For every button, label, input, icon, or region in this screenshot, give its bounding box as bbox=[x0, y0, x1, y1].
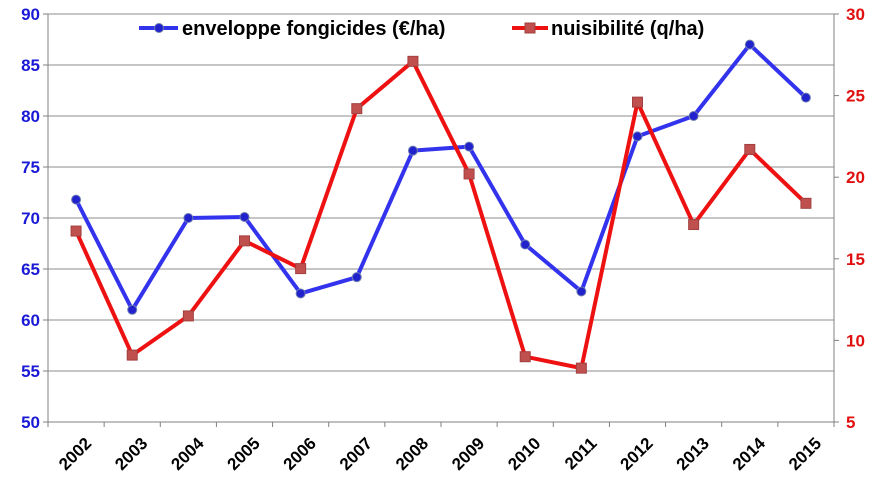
axes bbox=[43, 13, 839, 427]
point-0-2012 bbox=[632, 131, 643, 142]
x-tick-label-2013: 2013 bbox=[673, 434, 713, 474]
x-tick-label-2011: 2011 bbox=[561, 434, 601, 474]
point-1-2011 bbox=[575, 362, 587, 374]
left-tick-label-70: 70 bbox=[21, 209, 40, 228]
right-tick-label-25: 25 bbox=[846, 87, 865, 106]
x-tick-label-2002: 2002 bbox=[55, 434, 95, 474]
series-line-0 bbox=[74, 42, 808, 312]
point-1-2002 bbox=[70, 225, 82, 237]
x-tick-label-2010: 2010 bbox=[504, 434, 544, 474]
right-tick-label-30: 30 bbox=[846, 5, 865, 24]
right-tick-label-10: 10 bbox=[846, 331, 865, 350]
point-1-2008 bbox=[407, 55, 419, 67]
x-tick-label-2009: 2009 bbox=[448, 434, 488, 474]
legend-marker-nuisibilite bbox=[524, 22, 536, 34]
legend-marker-fongicides bbox=[154, 23, 164, 33]
x-axis-tick-labels: 2002 2003 2004 2005 2006 2007 2008 2009 2010 2011… bbox=[55, 433, 825, 474]
point-1-2010 bbox=[519, 351, 531, 363]
point-0-2004 bbox=[183, 213, 194, 223]
left-tick-label-60: 60 bbox=[21, 311, 40, 330]
point-0-2011 bbox=[576, 286, 587, 297]
legend-label-nuisibilite: nuisibilité (q/ha) bbox=[551, 18, 704, 40]
point-0-2015 bbox=[800, 92, 811, 103]
point-1-2007 bbox=[351, 103, 363, 115]
point-0-2008 bbox=[407, 145, 418, 156]
point-0-2003 bbox=[127, 304, 138, 315]
x-tick-label-2008: 2008 bbox=[392, 434, 432, 474]
left-tick-label-50: 50 bbox=[21, 413, 40, 432]
series-lines bbox=[74, 42, 808, 371]
point-1-2006 bbox=[295, 263, 307, 275]
legend: enveloppe fongicides (€/ha) nuisibilité … bbox=[139, 18, 704, 40]
point-0-2013 bbox=[688, 111, 699, 121]
point-1-2009 bbox=[463, 168, 475, 180]
point-1-2015 bbox=[800, 197, 812, 209]
left-tick-label-85: 85 bbox=[21, 56, 40, 75]
left-tick-label-75: 75 bbox=[21, 158, 40, 177]
left-tick-label-55: 55 bbox=[21, 362, 40, 381]
x-tick-label-2006: 2006 bbox=[280, 434, 320, 474]
point-0-2009 bbox=[464, 141, 475, 152]
point-1-2004 bbox=[182, 310, 194, 322]
right-tick-label-15: 15 bbox=[846, 250, 865, 269]
point-0-2010 bbox=[520, 239, 531, 250]
point-0-2007 bbox=[351, 272, 362, 283]
left-axis-tick-labels: 50 55 60 65 70 75 80 85 90 bbox=[21, 5, 40, 432]
x-tick-label-2003: 2003 bbox=[111, 434, 151, 474]
x-tick-label-2012: 2012 bbox=[617, 434, 657, 474]
point-1-2005 bbox=[239, 235, 250, 247]
point-0-2006 bbox=[295, 288, 306, 299]
left-tick-label-90: 90 bbox=[21, 5, 40, 24]
series-markers bbox=[70, 39, 812, 374]
right-tick-label-5: 5 bbox=[846, 413, 855, 432]
point-1-2012 bbox=[632, 96, 643, 108]
right-axis-tick-labels: 5 10 15 20 25 30 bbox=[846, 5, 865, 432]
x-tick-label-2005: 2005 bbox=[224, 434, 264, 474]
x-tick-label-2014: 2014 bbox=[729, 433, 770, 474]
point-0-2005 bbox=[239, 211, 250, 222]
legend-label-fongicides: enveloppe fongicides (€/ha) bbox=[182, 18, 445, 40]
point-1-2013 bbox=[688, 219, 700, 231]
left-tick-label-65: 65 bbox=[21, 260, 40, 279]
left-tick-label-80: 80 bbox=[21, 107, 40, 126]
point-0-2014 bbox=[744, 39, 755, 50]
point-0-2002 bbox=[71, 194, 82, 205]
right-tick-label-20: 20 bbox=[846, 168, 865, 187]
point-1-2003 bbox=[126, 349, 138, 361]
series-line-1 bbox=[74, 59, 808, 371]
x-tick-label-2015: 2015 bbox=[785, 434, 825, 474]
x-tick-label-2007: 2007 bbox=[336, 434, 376, 474]
x-tick-label-2004: 2004 bbox=[167, 433, 208, 474]
point-1-2014 bbox=[744, 143, 756, 155]
